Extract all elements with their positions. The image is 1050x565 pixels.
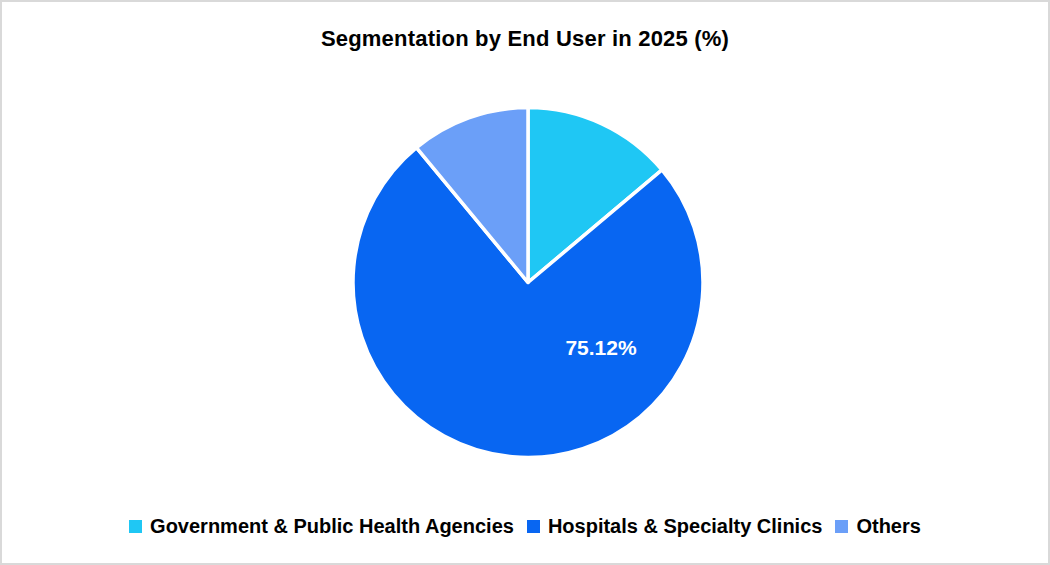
legend-label: Others xyxy=(856,515,920,538)
pie-chart xyxy=(2,2,1050,565)
legend-item-hospitals-specialty-clinics: Hospitals & Specialty Clinics xyxy=(527,515,823,538)
pie-chart-page: Segmentation by End User in 2025 (%) 75.… xyxy=(0,0,1050,565)
legend-marker-icon xyxy=(527,520,540,533)
pie-slice-data-label: 75.12% xyxy=(565,336,636,360)
legend-label: Hospitals & Specialty Clinics xyxy=(548,515,823,538)
legend-item-others: Others xyxy=(835,515,920,538)
chart-legend: Government & Public Health Agencies Hospi… xyxy=(2,515,1048,538)
legend-label: Government & Public Health Agencies xyxy=(150,515,514,538)
legend-item-government-public-health-agencies: Government & Public Health Agencies xyxy=(129,515,514,538)
legend-marker-icon xyxy=(129,520,142,533)
legend-marker-icon xyxy=(835,520,848,533)
